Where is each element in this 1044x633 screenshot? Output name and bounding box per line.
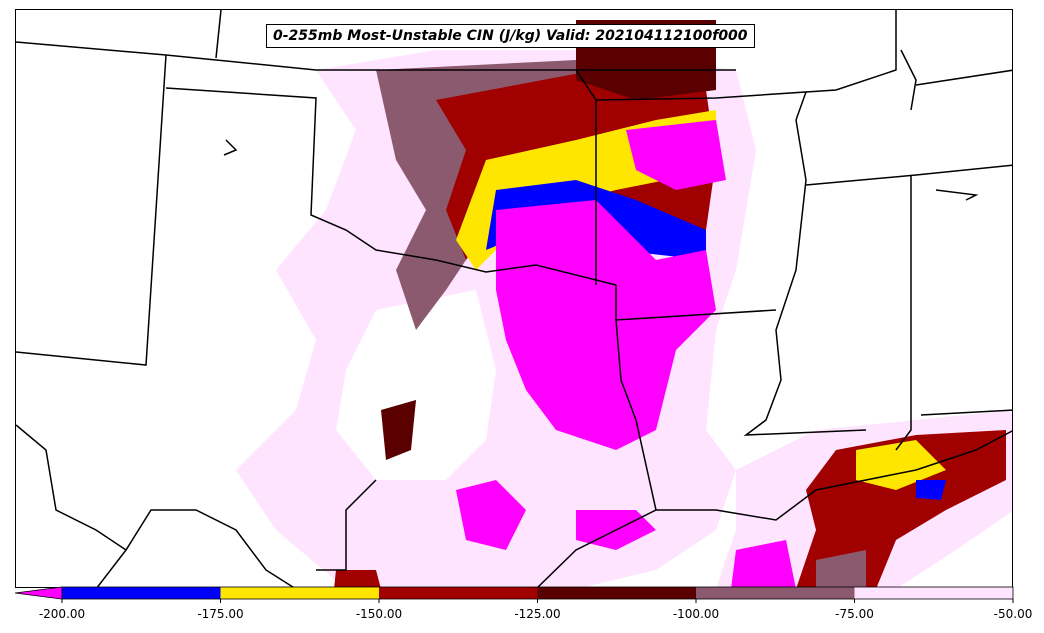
cin-region-gulf-blue <box>916 480 946 500</box>
colorbar-tick-label: -150.00 <box>356 607 402 621</box>
cin-region-gulf-magenta <box>731 540 796 587</box>
cin-region-gulf-mauve <box>816 550 866 587</box>
colorbar-band <box>379 587 538 599</box>
border-line <box>805 10 897 93</box>
cin-region-clear <box>336 290 496 480</box>
cin-region-magenta-2 <box>626 120 726 190</box>
colorbar-ticks: -200.00 -175.00 -150.00 -125.00 -100.00 -75.0… <box>39 599 1033 621</box>
state-borders <box>16 10 1012 587</box>
border-line <box>595 91 808 121</box>
border-line <box>915 69 1012 86</box>
colorbar-tick-label: -100.00 <box>673 607 719 621</box>
cin-region-sw-darkred <box>334 570 381 587</box>
colorbar-tick-label: -200.00 <box>39 607 85 621</box>
border-line <box>935 189 979 201</box>
border-line <box>805 164 1012 186</box>
map-panel: 0-255mb Most-Unstable CIN (J/kg) Valid: … <box>15 9 1013 588</box>
cin-region-gulf-darkred <box>796 430 1006 587</box>
border-line <box>16 424 295 587</box>
colorbar-band <box>220 587 379 599</box>
border-line <box>316 479 377 571</box>
colorbar-band <box>537 587 696 599</box>
colorbar-band <box>696 587 855 599</box>
border-line <box>536 430 1012 587</box>
title-text: 0-255mb Most-Unstable CIN (J/kg) Valid: … <box>273 28 748 44</box>
cin-region-magenta-3 <box>456 480 526 550</box>
colorbar-band <box>854 587 1013 599</box>
border-line <box>615 285 777 321</box>
colorbar-tick-label: -125.00 <box>514 607 560 621</box>
colorbar-tick-label: -175.00 <box>197 607 243 621</box>
border-line <box>743 119 867 436</box>
map-canvas <box>16 10 1012 587</box>
colorbar-tick-label: -50.00 <box>994 607 1033 621</box>
colorbar-band <box>62 587 221 599</box>
colorbar-extend-min <box>14 586 63 600</box>
border-line <box>16 54 167 366</box>
border-line <box>920 409 1012 416</box>
border-line <box>96 549 127 587</box>
cin-region-magenta <box>496 200 716 450</box>
border-line <box>615 319 657 511</box>
colorbar: -200.00 -175.00 -150.00 -125.00 -100.00 -75.0… <box>14 586 1033 621</box>
cin-region-sw-maroon <box>381 400 416 460</box>
chart-title: 0-255mb Most-Unstable CIN (J/kg) Valid: … <box>266 24 755 48</box>
border-line <box>895 175 912 451</box>
border-line <box>223 139 238 156</box>
border-line <box>215 10 222 59</box>
border-line <box>900 49 917 111</box>
border-line <box>165 87 617 286</box>
colorbar-bands <box>14 586 1014 600</box>
border-line <box>16 41 736 71</box>
colorbar-tick-label: -75.00 <box>835 607 874 621</box>
